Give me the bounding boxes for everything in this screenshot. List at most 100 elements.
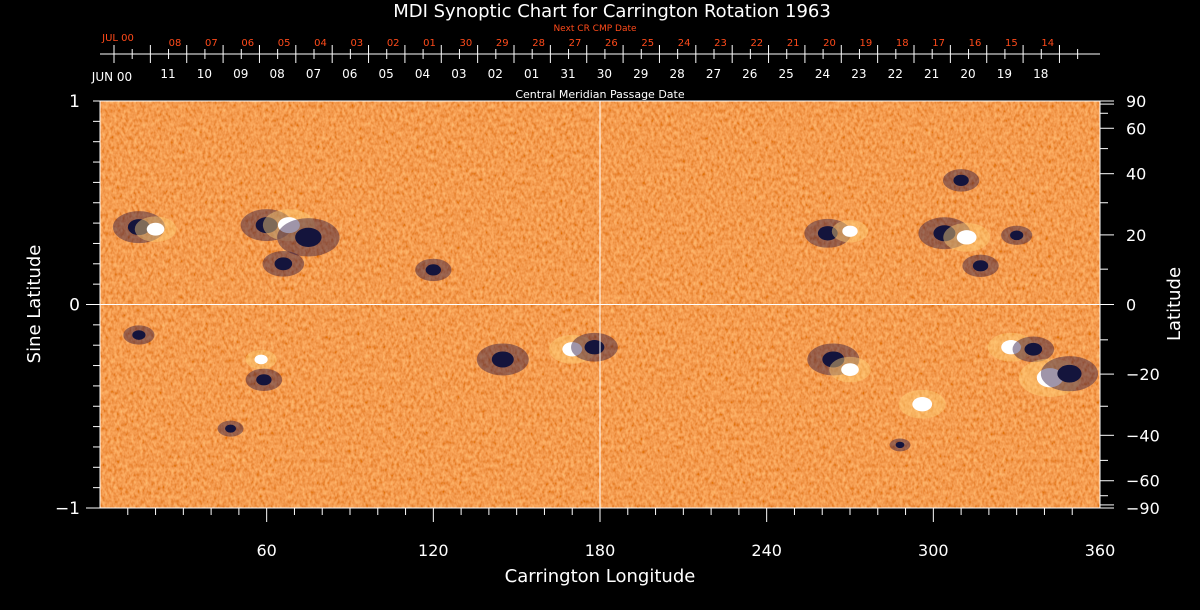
active-region-0 [127, 219, 150, 236]
active-region-14 [817, 226, 838, 241]
cmp-date-label: 28 [669, 67, 684, 81]
active-region-22 [841, 363, 859, 377]
next-cr-date-label: 01 [423, 38, 436, 49]
active-region-25 [1024, 342, 1043, 356]
x-tick-label-300: 300 [918, 541, 949, 560]
y-left-tick-label: 0 [69, 296, 80, 316]
next-cr-date-label: 05 [278, 38, 291, 49]
active-region-16 [933, 225, 956, 242]
active-region-11 [562, 342, 583, 357]
cmp-date-label: 31 [560, 67, 575, 81]
next-cr-date-label: 06 [241, 38, 254, 49]
next-cr-axis: 08 07 06 05 04 03 02 01 30 29 28 27 26 25 24 23 22 21 20 19… [100, 38, 1100, 55]
next-cr-date-label: 30 [460, 38, 473, 49]
cmp-date-label: 25 [779, 67, 794, 81]
y-right-tick-label: −20 [1126, 365, 1160, 384]
y-axis-left: 1 0 −1 [55, 92, 100, 519]
active-region-7 [132, 330, 146, 340]
active-region-24 [1001, 340, 1022, 355]
y-axis-right-label: Latitude [1164, 267, 1185, 341]
next-cr-date-label: 25 [641, 38, 654, 49]
cmp-date-axis: 11 10 09 08 07 06 05 04 03 02 01 31 30 29 28 27 26 25 24 23… [100, 53, 1100, 81]
cmp-date-label: 30 [597, 67, 612, 81]
active-region-2 [255, 217, 278, 234]
cmp-date-label: 19 [997, 67, 1012, 81]
active-region-12 [584, 340, 605, 355]
active-region-3 [277, 217, 300, 234]
x-tick-label-120: 120 [418, 541, 449, 560]
cmp-date-label: 27 [706, 67, 721, 81]
next-cr-date-label: 19 [860, 38, 873, 49]
active-region-28 [895, 441, 905, 449]
y-right-tick-label: −60 [1126, 472, 1160, 491]
cmp-axis-title: Central Meridian Passage Date [515, 88, 684, 101]
cmp-date-label: 03 [451, 67, 466, 81]
next-cr-date-label: 29 [496, 38, 509, 49]
next-cr-date-label: 26 [605, 38, 618, 49]
x-axis: 60 120 180 240 300 360 [127, 508, 1116, 560]
x-tick-label-360: 360 [1085, 541, 1116, 560]
active-region-27 [1057, 364, 1082, 383]
y-left-tick-label: 1 [69, 92, 80, 112]
active-region-10 [491, 351, 514, 368]
cmp-date-label: 26 [742, 67, 757, 81]
next-cr-date-label: 24 [678, 38, 691, 49]
active-region-21 [822, 351, 845, 368]
next-cr-date-label: 04 [314, 38, 327, 49]
chart-title: MDI Synoptic Chart for Carrington Rotati… [393, 1, 831, 22]
cmp-date-label: 08 [269, 67, 284, 81]
active-region-20 [1010, 230, 1024, 241]
next-cr-date-label: 20 [823, 38, 836, 49]
active-regions [112, 169, 1099, 452]
active-region-13 [225, 424, 237, 433]
y-axis-right: 90 60 40 20 0 −20 −40 −60 −90 [1100, 92, 1160, 518]
active-region-5 [274, 257, 293, 271]
active-region-18 [972, 260, 989, 272]
next-cr-date-label: 16 [969, 38, 982, 49]
next-cr-date-label: 15 [1005, 38, 1018, 49]
x-axis-label: Carrington Longitude [505, 566, 696, 587]
next-cr-date-label: 02 [387, 38, 400, 49]
next-cr-date-label: 17 [932, 38, 945, 49]
cmp-date-label: 01 [524, 67, 539, 81]
cmp-month-label: JUN 00 [91, 70, 132, 84]
next-cr-date-label: 08 [169, 38, 182, 49]
cmp-date-label: 05 [379, 67, 394, 81]
active-region-6 [425, 264, 442, 276]
cmp-date-label: 18 [1033, 67, 1048, 81]
next-cr-date-label: 14 [1041, 38, 1054, 49]
y-axis-left-label: Sine Latitude [24, 245, 45, 364]
y-right-tick-label: 0 [1126, 296, 1136, 315]
cmp-date-label: 02 [488, 67, 503, 81]
cmp-date-label: 04 [415, 67, 430, 81]
cmp-date-label: 22 [888, 67, 903, 81]
cmp-date-label: 07 [306, 67, 321, 81]
active-region-19 [953, 174, 969, 186]
next-cr-date-label: 07 [205, 38, 218, 49]
next-cr-month-label: JUL 00 [101, 33, 134, 44]
next-cr-date-label: 03 [350, 38, 363, 49]
y-right-tick-label: 60 [1126, 119, 1146, 138]
y-right-tick-label: 40 [1126, 165, 1146, 184]
cmp-date-label: 23 [851, 67, 866, 81]
next-cr-date-label: 27 [569, 38, 582, 49]
active-region-15 [842, 225, 858, 237]
y-right-tick-label: −40 [1126, 426, 1160, 445]
cmp-date-label: 29 [633, 67, 648, 81]
active-region-8 [254, 354, 268, 365]
active-region-4 [295, 227, 322, 247]
next-cr-date-label: 21 [787, 38, 800, 49]
cmp-date-label: 11 [160, 67, 175, 81]
next-cr-date-label: 23 [714, 38, 727, 49]
active-region-23 [912, 397, 933, 412]
active-region-9 [256, 374, 272, 386]
cmp-date-label: 24 [815, 67, 830, 81]
y-right-tick-label: −90 [1126, 499, 1160, 518]
y-right-tick-label: 90 [1126, 92, 1146, 111]
next-cr-date-label: 22 [750, 38, 763, 49]
active-region-26 [1036, 368, 1064, 388]
active-region-1 [146, 222, 165, 236]
x-tick-label-180: 180 [585, 541, 616, 560]
cmp-date-label: 06 [342, 67, 357, 81]
